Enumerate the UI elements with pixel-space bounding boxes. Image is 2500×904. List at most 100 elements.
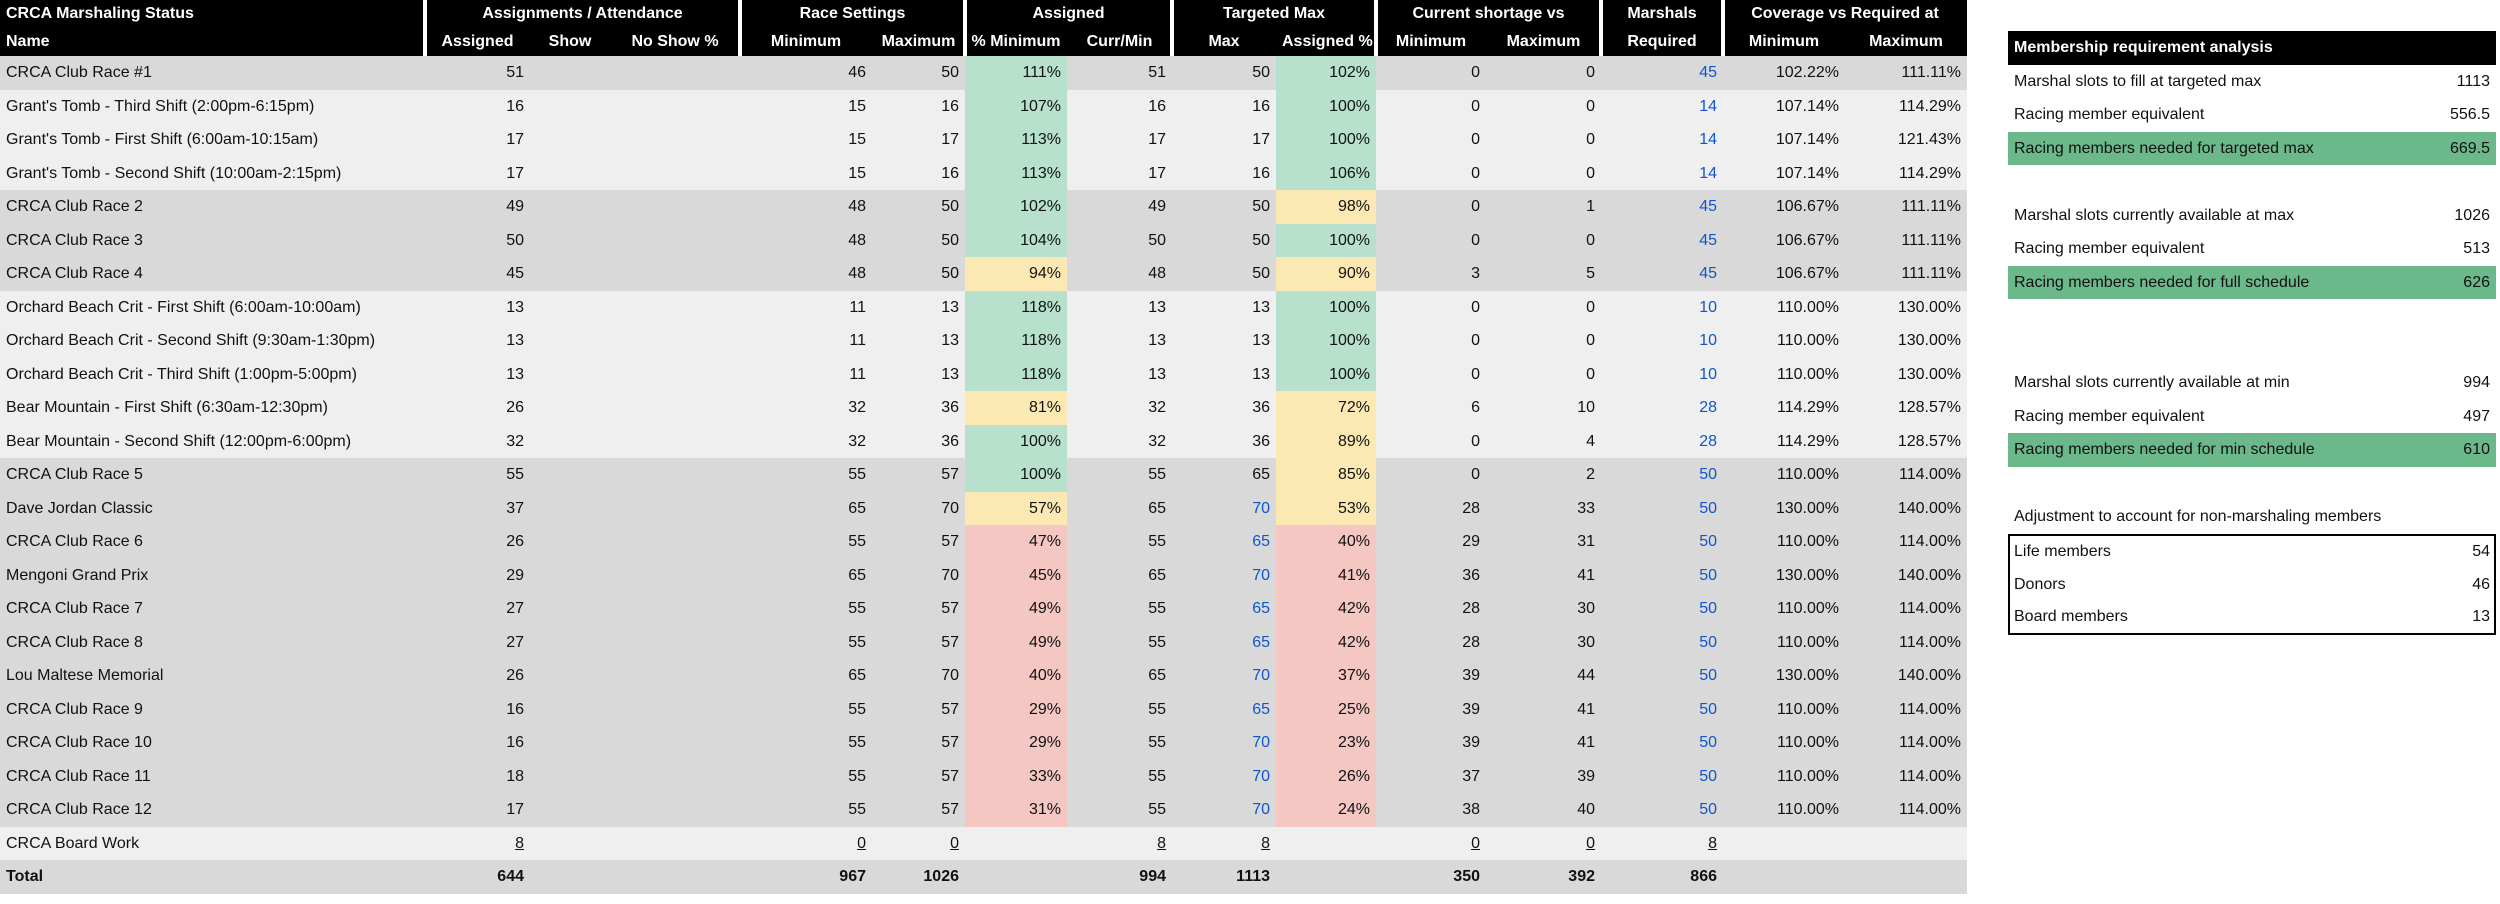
cell-short-min[interactable]: 0 bbox=[1471, 298, 1480, 316]
cell-curr-min[interactable]: 51 bbox=[1148, 64, 1166, 81]
col-header-pct-min[interactable]: % Minimum bbox=[971, 33, 1061, 50]
cell-race-max[interactable]: 36 bbox=[941, 432, 959, 450]
cell-curr-min[interactable]: 55 bbox=[1148, 466, 1166, 483]
cell-curr-min[interactable]: 32 bbox=[1148, 432, 1166, 450]
cell-race-max[interactable]: 13 bbox=[941, 365, 959, 383]
cell-show[interactable] bbox=[530, 90, 610, 124]
cell-tmax[interactable]: 65 bbox=[1252, 633, 1270, 651]
total-race-max[interactable]: 1026 bbox=[923, 868, 959, 885]
cell-noshow[interactable] bbox=[610, 257, 740, 291]
panel-value[interactable]: 556.5 bbox=[2449, 106, 2490, 123]
cell-noshow[interactable] bbox=[610, 190, 740, 224]
cell-assigned[interactable]: 50 bbox=[506, 231, 524, 249]
cell-tmax[interactable]: 50 bbox=[1252, 265, 1270, 282]
cell-noshow[interactable] bbox=[610, 56, 740, 90]
col-header-short-min[interactable]: Minimum bbox=[1395, 33, 1467, 50]
cell-race-min[interactable]: 55 bbox=[848, 801, 866, 818]
cell-short-min[interactable]: 38 bbox=[1462, 801, 1480, 818]
cell-race-min[interactable]: 11 bbox=[849, 298, 866, 316]
col-header-name[interactable]: Name bbox=[6, 33, 50, 50]
cell-assigned-pct[interactable]: 102% bbox=[1276, 56, 1376, 90]
cell-pct-min[interactable]: 57% bbox=[965, 491, 1067, 525]
cell-assigned[interactable]: 17 bbox=[506, 131, 524, 148]
panel-label[interactable]: Board members bbox=[2014, 607, 2128, 625]
cell-assigned[interactable]: 55 bbox=[506, 466, 524, 483]
cell-short-max[interactable]: 0 bbox=[1586, 365, 1595, 383]
cell-noshow[interactable] bbox=[610, 559, 740, 593]
cell-tmax[interactable]: 17 bbox=[1252, 131, 1270, 148]
cell-noshow[interactable] bbox=[610, 90, 740, 124]
cell-cov-min[interactable]: 107.14% bbox=[1775, 131, 1839, 148]
cell-name[interactable]: CRCA Club Race 4 bbox=[6, 265, 143, 282]
cell-assigned-pct[interactable]: 26% bbox=[1276, 759, 1376, 793]
total-short-min[interactable]: 350 bbox=[1453, 868, 1480, 885]
cell-cov-min[interactable]: 107.14% bbox=[1775, 164, 1839, 182]
cell-cov-min[interactable]: 110.00% bbox=[1777, 533, 1839, 550]
cell-show[interactable] bbox=[530, 425, 610, 459]
header-assignments[interactable]: Assignments / Attendance bbox=[482, 5, 683, 22]
cell-assigned[interactable]: 26 bbox=[506, 667, 524, 684]
cell-short-min[interactable]: 39 bbox=[1462, 734, 1480, 751]
cell-pct-min[interactable] bbox=[965, 827, 1067, 861]
cell-race-max[interactable]: 16 bbox=[941, 164, 959, 182]
cell-cov-max[interactable]: 111.11% bbox=[1901, 198, 1961, 215]
cell-short-min[interactable]: 0 bbox=[1471, 198, 1480, 215]
cell-assigned-pct[interactable]: 37% bbox=[1276, 659, 1376, 693]
cell-assigned-pct[interactable]: 24% bbox=[1276, 793, 1376, 827]
panel-value[interactable]: 1026 bbox=[2454, 206, 2490, 224]
cell-tmax[interactable]: 16 bbox=[1252, 164, 1270, 182]
cell-short-max[interactable]: 0 bbox=[1586, 131, 1595, 148]
cell-required[interactable]: 28 bbox=[1699, 399, 1717, 416]
cell-cov-max[interactable] bbox=[1845, 827, 1967, 861]
cell-show[interactable] bbox=[530, 157, 610, 191]
cell-race-max[interactable]: 70 bbox=[941, 667, 959, 684]
cell-race-min[interactable]: 0 bbox=[857, 834, 866, 852]
cell-cov-min[interactable]: 110.00% bbox=[1777, 600, 1839, 617]
cell-cov-max[interactable]: 130.00% bbox=[1897, 365, 1961, 383]
cell-pct-min[interactable]: 49% bbox=[965, 625, 1067, 659]
cell-short-max[interactable]: 0 bbox=[1586, 834, 1595, 852]
sheet-title[interactable]: CRCA Marshaling Status bbox=[6, 5, 194, 22]
cell-race-min[interactable]: 65 bbox=[848, 499, 866, 517]
cell-race-max[interactable]: 13 bbox=[941, 332, 959, 349]
cell-cov-min[interactable]: 107.14% bbox=[1775, 97, 1839, 115]
cell-cov-min[interactable]: 110.00% bbox=[1777, 298, 1839, 316]
cell-short-min[interactable]: 0 bbox=[1471, 231, 1480, 249]
total-cov-min[interactable] bbox=[1723, 860, 1845, 894]
cell-noshow[interactable] bbox=[610, 224, 740, 258]
cell-assigned[interactable]: 16 bbox=[506, 700, 524, 718]
total-short-max[interactable]: 392 bbox=[1568, 868, 1595, 885]
cell-curr-min[interactable]: 55 bbox=[1148, 600, 1166, 617]
panel-value[interactable]: 497 bbox=[2463, 407, 2490, 425]
cell-required[interactable]: 50 bbox=[1699, 533, 1717, 550]
cell-assigned[interactable]: 27 bbox=[506, 600, 524, 617]
cell-short-max[interactable]: 0 bbox=[1586, 97, 1595, 115]
cell-cov-max[interactable]: 121.43% bbox=[1897, 131, 1961, 148]
cell-race-min[interactable]: 15 bbox=[848, 131, 866, 148]
cell-race-max[interactable]: 57 bbox=[941, 466, 959, 483]
cell-assigned-pct[interactable] bbox=[1276, 827, 1376, 861]
cell-required[interactable]: 10 bbox=[1699, 298, 1717, 316]
cell-cov-max[interactable]: 114.00% bbox=[1899, 600, 1961, 617]
cell-cov-min[interactable] bbox=[1723, 827, 1845, 861]
cell-assigned-pct[interactable]: 100% bbox=[1276, 89, 1376, 123]
cell-assigned-pct[interactable]: 25% bbox=[1276, 692, 1376, 726]
cell-show[interactable] bbox=[530, 391, 610, 425]
cell-cov-min[interactable]: 102.22% bbox=[1775, 64, 1839, 81]
cell-required[interactable]: 50 bbox=[1699, 566, 1717, 584]
cell-show[interactable] bbox=[530, 56, 610, 90]
panel-value[interactable]: 13 bbox=[2472, 607, 2490, 625]
cell-assigned-pct[interactable]: 23% bbox=[1276, 726, 1376, 760]
col-header-tmax[interactable]: Max bbox=[1208, 33, 1240, 50]
cell-name[interactable]: CRCA Club Race 5 bbox=[6, 466, 143, 483]
cell-assigned[interactable]: 13 bbox=[506, 298, 524, 316]
cell-show[interactable] bbox=[530, 793, 610, 827]
panel-label[interactable]: Donors bbox=[2014, 575, 2066, 593]
cell-tmax[interactable]: 65 bbox=[1252, 600, 1270, 617]
cell-pct-min[interactable]: 118% bbox=[965, 290, 1067, 324]
panel-value[interactable]: 1113 bbox=[2456, 72, 2490, 90]
header-race-settings[interactable]: Race Settings bbox=[799, 5, 906, 22]
cell-noshow[interactable] bbox=[610, 760, 740, 794]
cell-race-max[interactable]: 57 bbox=[941, 734, 959, 751]
cell-noshow[interactable] bbox=[610, 425, 740, 459]
